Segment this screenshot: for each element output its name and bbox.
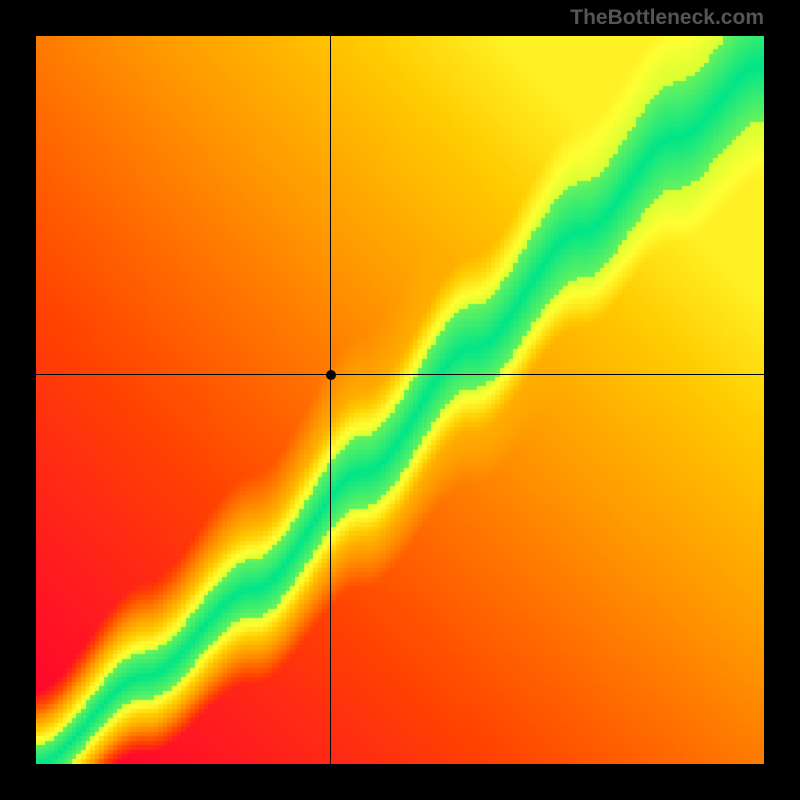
plot-area <box>36 36 764 764</box>
crosshair-marker <box>326 370 336 380</box>
crosshair-vertical <box>330 36 331 764</box>
chart-container: TheBottleneck.com <box>0 0 800 800</box>
crosshair-horizontal <box>36 374 764 375</box>
watermark-text: TheBottleneck.com <box>570 6 764 30</box>
heatmap-canvas <box>36 36 764 764</box>
